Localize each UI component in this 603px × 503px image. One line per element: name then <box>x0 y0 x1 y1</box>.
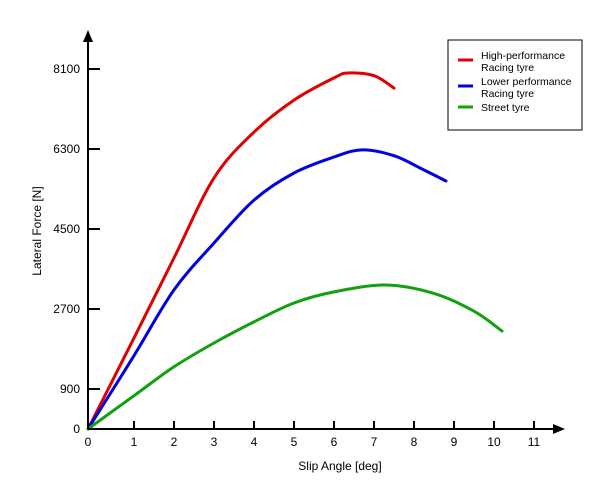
y-tick-label: 900 <box>60 382 80 396</box>
x-tick-label: 1 <box>131 435 138 449</box>
series-line-1 <box>86 71 396 431</box>
y-axis-title: Lateral Force [N] <box>30 186 44 275</box>
x-tick-label: 5 <box>291 435 298 449</box>
x-tick-label: 0 <box>85 435 92 449</box>
legend-label-2: Lower performance <box>481 76 572 88</box>
y-tick-label: 8100 <box>53 62 80 76</box>
legend-label-2: Racing tyre <box>481 88 534 100</box>
y-tick-label: 6300 <box>53 142 80 156</box>
y-axis-arrow <box>83 30 93 42</box>
x-tick-label: 10 <box>487 435 501 449</box>
axes <box>83 30 565 434</box>
legend-label-3: Street tyre <box>481 102 530 114</box>
plot-area <box>86 71 504 431</box>
legend-label-1: High-performance <box>481 50 565 62</box>
x-tick-label: 6 <box>331 435 338 449</box>
legend-label-1: Racing tyre <box>481 62 534 74</box>
x-tick-label: 4 <box>251 435 258 449</box>
x-tick-label: 2 <box>171 435 178 449</box>
y-tick-label-zero: 0 <box>73 422 80 436</box>
x-axis-title: Slip Angle [deg] <box>298 459 381 473</box>
x-tick-label: 9 <box>451 435 458 449</box>
y-tick-label: 4500 <box>53 222 80 236</box>
x-tick-label: 7 <box>371 435 378 449</box>
x-tick-label: 11 <box>528 435 541 449</box>
ticks: 0 1 2 3 4 5 6 7 8 9 10 11 900 2700 4500 6300 8100 <box>53 62 540 449</box>
x-tick-label: 8 <box>411 435 418 449</box>
y-tick-label: 2700 <box>53 302 80 316</box>
series-line-3 <box>86 283 504 431</box>
series-line-2 <box>86 148 448 431</box>
x-axis-arrow <box>553 424 565 434</box>
x-tick-label: 3 <box>211 435 218 449</box>
